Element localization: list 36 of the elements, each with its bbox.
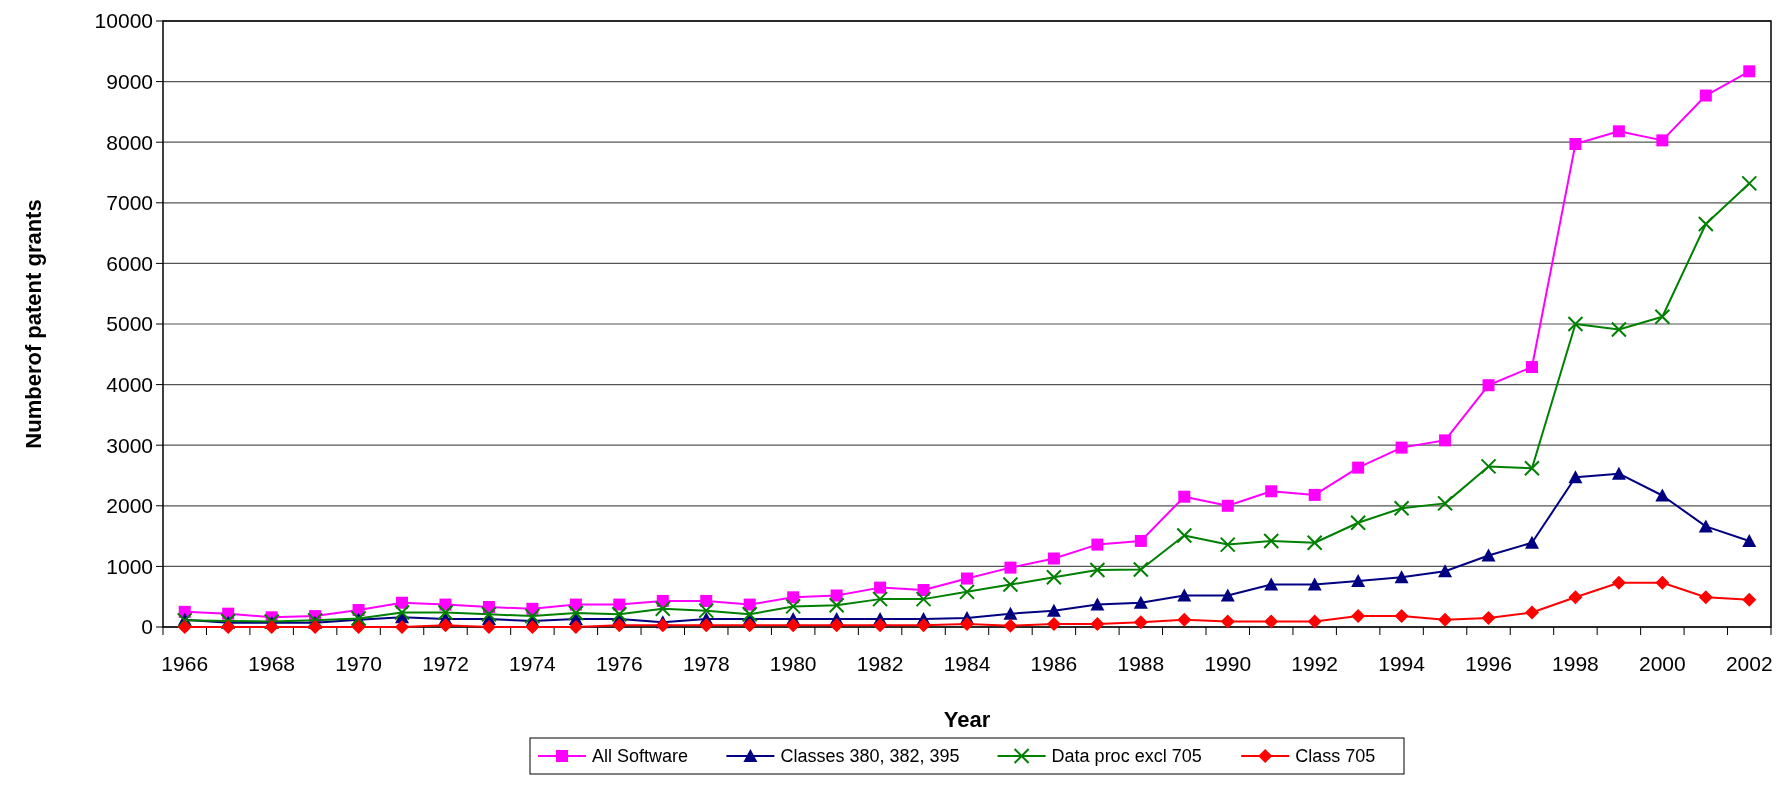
y-tick-label: 9000 [106, 69, 153, 93]
x-tick-label: 1968 [248, 652, 296, 675]
x-axis-title: Year [943, 707, 991, 732]
x-tick-label: 1966 [161, 652, 209, 675]
x-tick-label: 1972 [422, 652, 469, 675]
x-tick-label: 1982 [856, 652, 904, 675]
y-tick-label: 1000 [106, 554, 153, 578]
x-tick-label: 1970 [335, 652, 382, 675]
y-tick-label: 4000 [106, 372, 153, 396]
y-tick-label: 10000 [94, 9, 153, 33]
x-tick-label: 1974 [509, 652, 557, 675]
x-tick-label: 1980 [769, 652, 817, 675]
x-tick-label: 1990 [1204, 652, 1252, 675]
x-tick-label: 1992 [1291, 652, 1339, 675]
legend-label: Data proc excl 705 [1051, 746, 1202, 767]
x-tick-label: 1986 [1030, 652, 1078, 675]
y-tick-label: 5000 [106, 312, 153, 336]
x-tick-label: 1988 [1117, 652, 1165, 675]
legend-label: Class 705 [1295, 746, 1376, 767]
y-tick-label: 8000 [106, 130, 153, 154]
x-tick-label: 1978 [682, 652, 730, 675]
x-tick-label: 1996 [1465, 652, 1512, 675]
y-axis-title: Numberof patent grants [21, 199, 46, 449]
y-tick-label: 7000 [106, 191, 153, 215]
y-tick-label: 2000 [106, 494, 153, 518]
x-tick-label: 1984 [943, 652, 991, 675]
y-tick-label: 0 [141, 615, 153, 639]
x-tick-label: 1976 [595, 652, 643, 675]
legend-label: All Software [592, 746, 689, 767]
x-tick-label: 1998 [1552, 652, 1599, 675]
x-tick-label: 1994 [1378, 652, 1426, 675]
x-tick-label: 2000 [1638, 652, 1686, 675]
y-tick-label: 3000 [106, 433, 153, 457]
legend-label: Classes 380, 382, 395 [780, 746, 960, 767]
y-tick-label: 6000 [106, 251, 153, 275]
x-tick-label: 2002 [1725, 652, 1773, 675]
